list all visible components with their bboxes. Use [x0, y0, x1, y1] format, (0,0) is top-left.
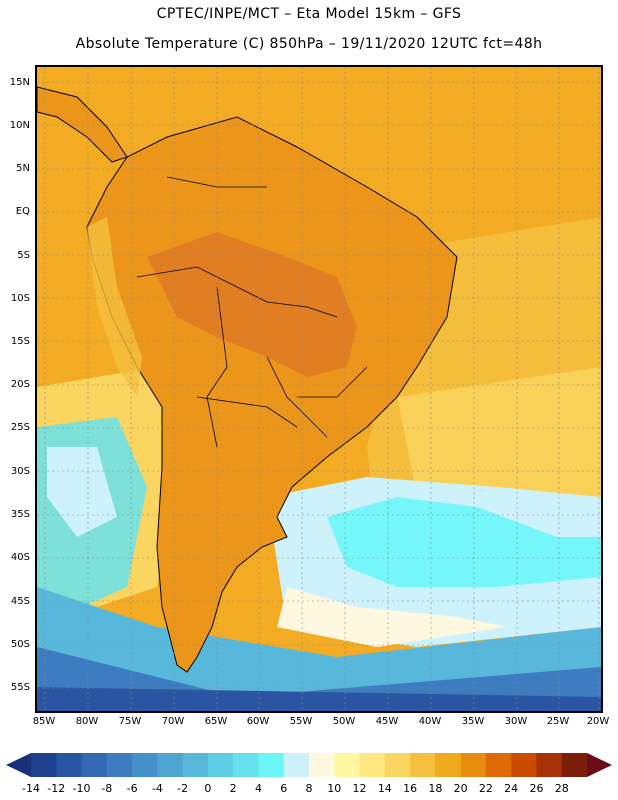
colorbar-tick-label: 12: [352, 782, 367, 795]
lon-label: 30W: [504, 716, 528, 727]
colorbar-swatch: [106, 753, 133, 777]
colorbar-tick-label: -8: [101, 782, 113, 795]
colorbar-tick-label: 20: [453, 782, 468, 795]
colorbar-tick-label: 2: [229, 782, 237, 795]
lat-label: 25S: [10, 422, 30, 433]
colorbar-right-arrow: [587, 753, 612, 777]
lat-label: 10S: [10, 293, 30, 304]
lon-label: 40W: [418, 716, 442, 727]
colorbar-swatch: [56, 753, 83, 777]
lon-label: 55W: [289, 716, 313, 727]
atlantic-cream-region: [277, 587, 507, 647]
map-title-line2: Absolute Temperature (C) 850hPa – 19/11/…: [75, 36, 543, 52]
map-grid: [37, 67, 601, 711]
lon-label: 80W: [75, 716, 99, 727]
colorbar-tick-label: 14: [377, 782, 392, 795]
colorbar-tick-label: 0: [204, 782, 212, 795]
lat-label: 5S: [17, 250, 30, 261]
lat-label: 30S: [10, 466, 30, 477]
lat-label: 35S: [10, 509, 30, 520]
pacific-light-blue-patch: [47, 447, 117, 537]
lat-label: 15N: [9, 77, 30, 88]
lon-label: 20W: [586, 716, 610, 727]
central-america: [37, 86, 128, 163]
lat-label: 10N: [9, 120, 30, 131]
lat-label: 50S: [10, 639, 30, 650]
colorbar-tick-label: 8: [305, 782, 313, 795]
colorbar-swatch: [81, 753, 108, 777]
subtropical-light-yellow-band: [397, 367, 601, 497]
temperature-field-map: [37, 67, 601, 711]
colorbar-swatch: [334, 753, 361, 777]
colorbar-swatch: [31, 753, 57, 777]
lat-label: 45S: [10, 596, 30, 607]
lon-label: 70W: [161, 716, 185, 727]
colorbar-swatch: [511, 753, 537, 777]
colorbar-tick-label: -2: [177, 782, 189, 795]
colorbar-swatch: [460, 753, 487, 777]
colorbar-tick-label: -6: [126, 782, 138, 795]
colorbar-tick-label: 28: [554, 782, 569, 795]
lon-label: 65W: [204, 716, 228, 727]
colorbar-tick-label: -12: [47, 782, 66, 795]
lat-label: 15S: [10, 336, 30, 347]
colorbar-swatch: [182, 753, 209, 777]
lon-label: 85W: [32, 716, 56, 727]
colorbar-swatch: [309, 753, 335, 777]
colorbar-tick-label: -14: [22, 782, 40, 795]
colorbar-swatch: [536, 753, 563, 777]
lat-label: 55S: [10, 682, 30, 693]
lon-label: 60W: [246, 716, 270, 727]
colorbar-swatch: [410, 753, 436, 777]
colorbar-swatch: [435, 753, 462, 777]
colorbar-tick-label: 10: [327, 782, 342, 795]
map-frame: [35, 65, 603, 713]
lat-label: EQ: [15, 206, 30, 217]
lat-label: 40S: [10, 552, 30, 563]
colorbar-tick-label: 6: [280, 782, 288, 795]
lon-label: 50W: [332, 716, 356, 727]
colorbar-left-arrow: [6, 753, 31, 777]
colorbar-swatch: [283, 753, 310, 777]
colorbar-tick-label: 24: [504, 782, 519, 795]
lat-label: 5N: [16, 163, 30, 174]
southern-ocean-coldest-band: [37, 687, 601, 711]
temperature-colorbar: [6, 753, 612, 777]
lon-label: 25W: [546, 716, 570, 727]
andes-cooler-strip: [87, 217, 142, 397]
colorbar-swatch: [384, 753, 411, 777]
map-title-line1: CPTEC/INPE/MCT – Eta Model 15km – GFS: [156, 6, 462, 22]
colorbar-swatch: [157, 753, 184, 777]
colorbar-tick-label: 16: [403, 782, 418, 795]
colorbar-swatch: [132, 753, 158, 777]
colorbar-tick-label: 26: [529, 782, 544, 795]
atlantic-cyan-region: [327, 497, 601, 587]
lon-label: 75W: [118, 716, 142, 727]
colorbar-tick-label: 22: [478, 782, 493, 795]
colorbar-swatch: [359, 753, 386, 777]
colorbar-swatch: [207, 753, 234, 777]
colorbar-swatch: [561, 753, 588, 777]
colorbar-swatch: [258, 753, 285, 777]
colorbar-tick-label: -10: [72, 782, 91, 795]
lon-label: 45W: [375, 716, 399, 727]
lat-label: 20S: [10, 379, 30, 390]
colorbar-swatch: [233, 753, 259, 777]
colorbar-tick-label: 18: [428, 782, 443, 795]
colorbar-tick-label: -4: [151, 782, 163, 795]
lon-label: 35W: [461, 716, 485, 727]
colorbar-swatch: [485, 753, 512, 777]
colorbar-tick-label: 4: [254, 782, 262, 795]
